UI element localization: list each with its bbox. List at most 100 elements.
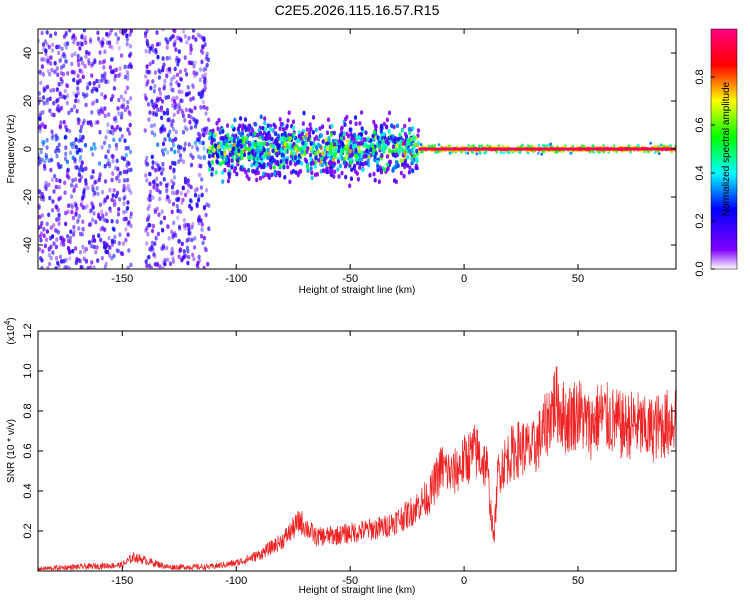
heatmap-cell	[79, 40, 83, 46]
heatmap-cell	[221, 170, 225, 175]
heatmap-cell	[232, 146, 236, 152]
heatmap-cell	[145, 263, 149, 269]
heatmap-cell	[412, 134, 416, 140]
heatmap-cell	[287, 145, 292, 150]
heatmap-cell	[326, 117, 331, 122]
heatmap-cell	[95, 186, 99, 191]
heatmap-cell	[122, 178, 127, 183]
y-tick-label: 0.8	[22, 403, 34, 418]
heatmap-cell	[38, 70, 42, 76]
heatmap-cell	[300, 149, 304, 155]
heatmap-cell	[203, 42, 207, 47]
heatmap-cell	[366, 136, 370, 141]
heatmap-cell	[50, 208, 55, 213]
heatmap-cell	[337, 174, 341, 179]
heatmap-cell	[329, 150, 333, 156]
x-tick-label: 50	[572, 575, 584, 587]
heatmap-cell	[115, 40, 119, 45]
heatmap-cell	[120, 53, 124, 58]
heatmap-cell	[79, 265, 83, 269]
heatmap-cell	[148, 181, 152, 187]
heatmap-cell	[97, 177, 101, 183]
heatmap-cell	[297, 153, 301, 158]
heatmap-cell	[38, 247, 41, 252]
heatmap-cell	[54, 68, 58, 74]
heatmap-cell	[93, 180, 97, 185]
heatmap-cell	[91, 187, 95, 193]
heatmap-cell	[180, 108, 184, 114]
y-tick-label: 0.4	[22, 483, 34, 498]
heatmap-cell	[247, 147, 251, 152]
heatmap-cell	[157, 212, 161, 217]
heatmap-cell	[398, 132, 402, 138]
heatmap-cell	[403, 131, 407, 137]
heatmap-cell	[129, 214, 133, 220]
heatmap-cell	[379, 126, 383, 131]
heatmap-cell	[54, 133, 58, 139]
heatmap-cell	[125, 69, 129, 75]
heatmap-cell	[76, 149, 80, 155]
heatmap-cell	[232, 138, 236, 144]
heatmap-cell	[81, 168, 85, 173]
heatmap-cell	[98, 216, 102, 221]
heatmap-cell	[354, 121, 358, 127]
heatmap-cell	[118, 72, 122, 77]
heatmap-cell	[124, 227, 128, 232]
heatmap-cell	[74, 144, 79, 150]
heatmap-cell	[197, 218, 201, 223]
heatmap-cell	[221, 159, 225, 165]
heatmap-cell	[310, 175, 314, 181]
heatmap-cell	[170, 77, 174, 82]
heatmap-cell	[41, 95, 46, 100]
heatmap-cell	[79, 202, 83, 207]
heatmap-cell	[44, 237, 49, 243]
heatmap-cell	[151, 48, 155, 53]
heatmap-cell	[51, 42, 55, 48]
heatmap-cell	[70, 35, 75, 40]
heatmap-cell	[316, 149, 321, 155]
heatmap-cell	[165, 74, 169, 79]
heatmap-cell	[148, 189, 153, 195]
heatmap-cell	[171, 118, 175, 124]
heatmap-cell	[107, 143, 112, 149]
heatmap-cell	[72, 224, 76, 230]
heatmap-cell	[236, 143, 240, 148]
heatmap-cell	[65, 100, 69, 106]
heatmap-cell	[38, 91, 41, 96]
heatmap-cell	[47, 158, 51, 163]
heatmap-cell	[166, 117, 170, 123]
heatmap-cell	[205, 62, 209, 68]
heatmap-cell	[92, 142, 96, 147]
x-tick-label: -50	[342, 273, 358, 285]
heatmap-cell	[343, 122, 347, 127]
heatmap-cell	[323, 159, 327, 164]
snr-x-ticks: -150 -100 -50 0 50	[111, 331, 584, 587]
heatmap-cell	[46, 266, 50, 269]
heatmap-cell	[156, 98, 160, 103]
heatmap-cell	[225, 123, 230, 128]
heatmap-cell	[279, 159, 283, 164]
heatmap-cell	[373, 177, 377, 183]
heatmap-cell	[281, 127, 286, 132]
heatmap-cell	[174, 233, 178, 238]
heatmap-cell	[167, 199, 172, 204]
heatmap-cell	[82, 191, 86, 196]
heatmap-cell	[60, 46, 64, 52]
x-tick-label: -50	[342, 575, 358, 587]
heatmap-cell	[360, 153, 364, 158]
heatmap-cell	[317, 158, 321, 163]
heatmap-cell	[164, 183, 169, 188]
heatmap-cell	[308, 127, 312, 132]
heatmap-cell	[297, 130, 301, 135]
heatmap-cell	[221, 129, 225, 134]
heatmap-cell	[124, 152, 128, 158]
heatmap-cell	[73, 159, 77, 164]
heatmap-cell	[62, 52, 66, 57]
heatmap-cell	[91, 169, 95, 174]
heatmap-cell	[44, 48, 48, 54]
heatmap-cell	[77, 226, 81, 231]
heatmap-cell	[165, 194, 170, 200]
heatmap-cell	[210, 172, 214, 177]
heatmap-cell	[125, 85, 130, 91]
heatmap-cell	[198, 132, 202, 137]
